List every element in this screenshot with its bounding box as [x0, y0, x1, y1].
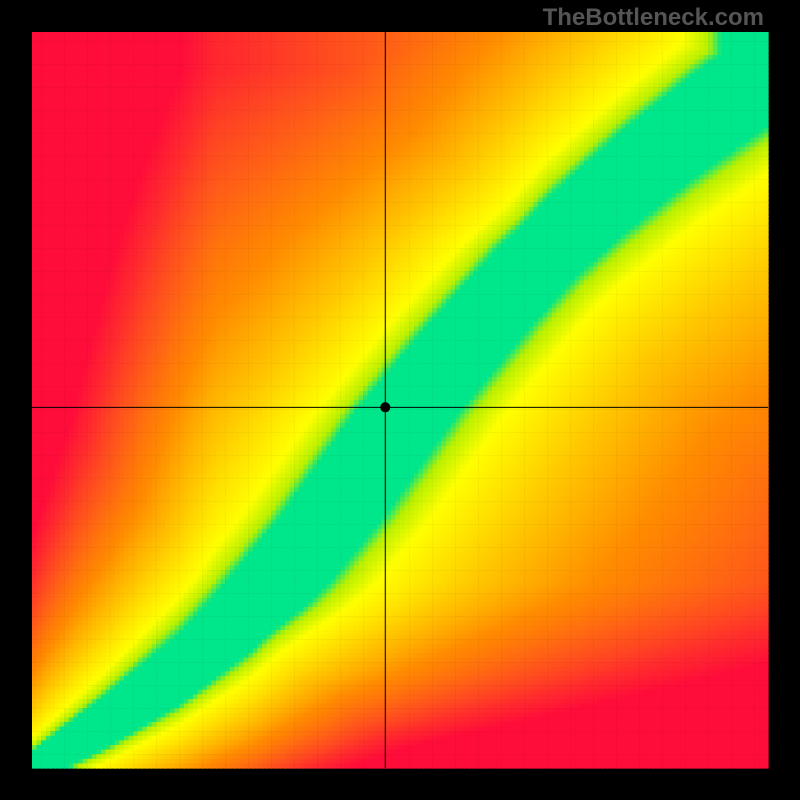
- watermark-text: TheBottleneck.com: [543, 4, 764, 32]
- chart-container: TheBottleneck.com: [0, 0, 800, 800]
- bottleneck-heatmap: [0, 0, 800, 800]
